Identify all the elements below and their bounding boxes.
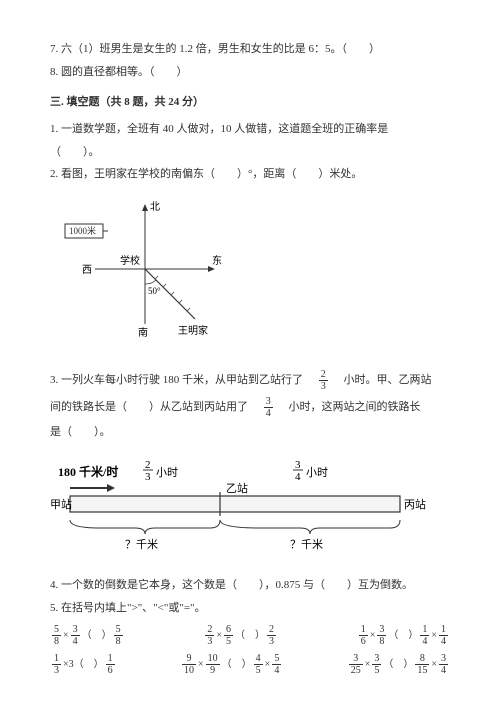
svg-text:3: 3 [145,471,151,483]
svg-text:小时: 小时 [306,466,328,479]
question-8: 8. 圆的直径都相等。（ ） [50,63,450,82]
question-1b: （ ）。 [50,143,450,162]
question-1a: 1. 一道数学题，全班有 40 人做对，10 人做错，这道题全班的正确率是 [50,120,450,139]
svg-text:北: 北 [150,201,160,213]
svg-text:？千米: ？千米 [125,538,158,551]
question-3-line2: 间的铁路长是（ ）从乙站到丙站用了 34 小时，这两站之间的铁路长 [50,396,450,419]
question-4: 4. 一个数的倒数是它本身，这个数是（ ），0.875 与（ ）互为倒数。 [50,576,450,595]
compass-diagram: 1000米 北 南 东 西 学校 50° 王明家 [60,194,450,351]
svg-text:学校: 学校 [120,254,140,267]
svg-text:王明家: 王明家 [178,324,208,337]
question-2: 2. 看图，王明家在学校的南偏东（ ）°，距离（ ）米处。 [50,165,450,184]
comparison-row-1: 58 × 34（ ）58 23 × 65（ ）23 16 × 38（ ）14 ×… [50,624,450,647]
svg-text:3: 3 [295,459,301,471]
svg-text:东: 东 [212,254,222,267]
svg-text:南: 南 [138,326,148,339]
svg-text:西: 西 [82,265,92,276]
svg-text:4: 4 [295,471,301,483]
question-3-line3: 是（ ）。 [50,423,450,442]
comparison-row-2: 13 ×3（ ）16 910 × 109（ ）45 × 54 325 × 35（… [50,653,450,676]
svg-text:小时: 小时 [156,466,178,479]
svg-text:180 千米/时: 180 千米/时 [58,464,118,479]
question-7: 7. 六（1）班男生是女生的 1.2 倍，男生和女生的比是 6：5。（ ） [50,40,450,59]
question-5: 5. 在括号内填上">"、"<"或"="。 [50,599,450,618]
svg-text:？千米: ？千米 [290,538,323,551]
svg-text:50°: 50° [148,286,161,296]
rail-bar [70,496,400,512]
svg-text:乙站: 乙站 [226,481,248,495]
svg-text:甲站: 甲站 [50,497,72,511]
svg-text:2: 2 [145,459,151,471]
scale-label: 1000米 [69,225,96,236]
question-3-line1: 3. 一列火车每小时行驶 180 千米，从甲站到乙站行了 23 小时。甲、乙两站 [50,369,450,392]
section-3-title: 三. 填空题（共 8 题，共 24 分） [50,93,450,112]
fraction-2-3: 23 [319,369,328,392]
svg-text:丙站: 丙站 [404,497,426,511]
rail-diagram: 180 千米/时 2 3 小时 3 4 小时 甲站 乙站 丙站 ？千米 ？千米 [50,456,450,563]
fraction-3-4: 34 [264,396,273,419]
